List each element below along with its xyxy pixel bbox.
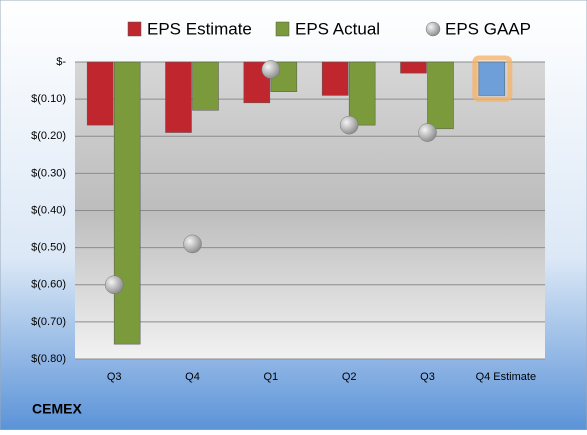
x-tick-label: Q4 xyxy=(185,371,200,383)
bar xyxy=(478,61,506,96)
gaap-marker xyxy=(183,234,202,254)
gaap-marker xyxy=(261,60,281,79)
bar xyxy=(192,61,219,111)
y-tick-label: $(0.50) xyxy=(31,242,66,254)
gaap-marker xyxy=(104,275,124,294)
x-tick-label: Q2 xyxy=(342,371,357,383)
legend-swatch xyxy=(127,21,142,37)
y-tick-label: $(0.40) xyxy=(31,204,66,216)
legend-label: EPS Actual xyxy=(295,19,380,38)
bar xyxy=(348,61,376,126)
bar xyxy=(400,61,427,74)
legend-swatch xyxy=(425,21,441,37)
y-tick-label: $(0.80) xyxy=(31,353,66,365)
y-tick-label: $(0.60) xyxy=(31,279,66,291)
chart-title: CEMEX xyxy=(32,401,82,417)
legend: EPS Estimate EPS Actual EPS GAAP xyxy=(127,19,531,38)
gaap-marker xyxy=(339,115,359,135)
y-tick-label: $(0.20) xyxy=(31,130,66,142)
y-tick-label: $(0.30) xyxy=(31,167,66,179)
gaap-marker xyxy=(418,123,437,142)
legend-label: EPS Estimate xyxy=(147,19,252,38)
bar xyxy=(321,61,349,96)
y-tick-label: $(0.70) xyxy=(31,316,66,328)
x-tick-label: Q3 xyxy=(107,371,122,383)
bar xyxy=(113,61,141,345)
bar xyxy=(427,61,454,130)
bar xyxy=(86,61,114,126)
bar-glow xyxy=(472,55,513,102)
bar xyxy=(165,61,192,133)
legend-label: EPS GAAP xyxy=(445,19,531,38)
x-tick-label: Q3 xyxy=(420,371,435,383)
x-tick-label: Q1 xyxy=(263,371,278,383)
y-tick-label: $(0.10) xyxy=(31,93,66,105)
x-tick-label: Q4 Estimate xyxy=(476,371,537,383)
y-tick-label: $- xyxy=(56,56,66,68)
legend-swatch xyxy=(275,21,290,37)
